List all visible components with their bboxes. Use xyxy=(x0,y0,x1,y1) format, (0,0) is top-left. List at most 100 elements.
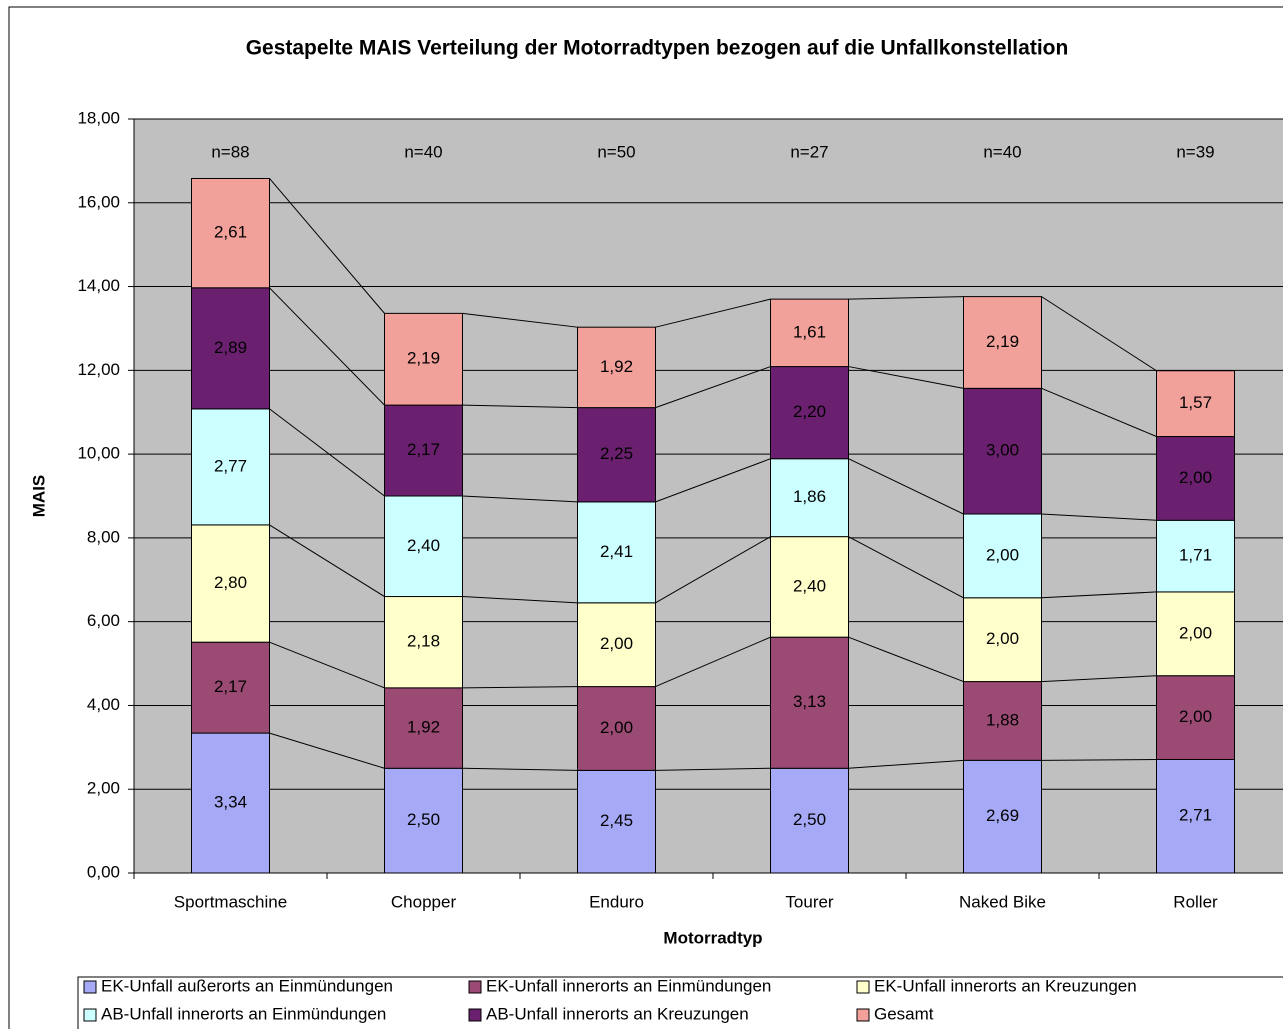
series-line xyxy=(848,636,964,683)
value-label: 1,57 xyxy=(1179,393,1212,412)
series-line xyxy=(462,767,578,771)
bar-segment xyxy=(770,366,849,460)
value-label: 2,00 xyxy=(1179,707,1212,726)
y-tick-label: 10,00 xyxy=(77,444,120,463)
series-line xyxy=(655,298,771,328)
series-line xyxy=(462,686,578,689)
series-line xyxy=(655,366,771,409)
bar-segment xyxy=(384,596,463,689)
legend-swatch xyxy=(468,1008,482,1022)
y-tick-label: 16,00 xyxy=(77,192,120,211)
series-line xyxy=(462,312,578,328)
series-line xyxy=(269,408,385,497)
bar-segment xyxy=(770,636,849,769)
value-label: 2,89 xyxy=(214,338,247,357)
value-label: 2,61 xyxy=(214,223,247,242)
bar-segment xyxy=(1156,675,1235,760)
series-line xyxy=(462,495,578,503)
x-tick-label: Tourer xyxy=(785,892,834,911)
value-label: 1,92 xyxy=(600,357,633,376)
series-line xyxy=(269,178,385,314)
series-line xyxy=(655,636,771,688)
y-tick-label: 0,00 xyxy=(87,862,120,881)
series-line xyxy=(848,536,964,599)
legend-swatch xyxy=(856,1008,870,1022)
value-label: 1,71 xyxy=(1179,546,1212,565)
x-axis-title: Motorradtyp xyxy=(663,928,762,947)
bar-segment xyxy=(191,177,270,289)
legend-label: EK-Unfall innerorts an Einmündungen xyxy=(486,976,771,995)
x-tick-label: Enduro xyxy=(589,892,644,911)
value-label: 2,40 xyxy=(407,536,440,555)
value-label: 2,00 xyxy=(986,545,1019,564)
series-line xyxy=(462,596,578,604)
annotation: n=40 xyxy=(983,142,1021,161)
value-label: 2,00 xyxy=(1179,623,1212,642)
series-line xyxy=(269,641,385,689)
value-label: 2,77 xyxy=(214,456,247,475)
value-label: 1,88 xyxy=(986,710,1019,729)
annotation: n=88 xyxy=(211,142,249,161)
series-line xyxy=(848,458,964,515)
bar-segment xyxy=(577,326,656,409)
bar-segment xyxy=(384,312,463,406)
series-line xyxy=(269,287,385,406)
series-line xyxy=(848,296,964,300)
series-line xyxy=(655,458,771,503)
x-tick-label: Naked Bike xyxy=(959,892,1046,911)
bar-segment xyxy=(963,387,1042,515)
value-label: 3,13 xyxy=(793,692,826,711)
value-label: 2,00 xyxy=(600,718,633,737)
value-label: 1,61 xyxy=(793,322,826,341)
legend-swatch xyxy=(83,980,97,994)
value-label: 3,00 xyxy=(986,441,1019,460)
value-label: 2,69 xyxy=(986,806,1019,825)
bar-segment xyxy=(1156,591,1235,677)
y-tick-label: 6,00 xyxy=(87,611,120,630)
bar-segment xyxy=(191,524,270,643)
value-label: 3,34 xyxy=(214,793,247,812)
value-label: 2,50 xyxy=(407,810,440,829)
series-line xyxy=(848,759,964,769)
series-line xyxy=(1041,387,1157,437)
x-tick-label: Chopper xyxy=(391,892,457,911)
value-label: 2,25 xyxy=(600,444,633,463)
legend-swatch xyxy=(856,980,870,994)
series-line xyxy=(1041,675,1157,683)
bar-segment xyxy=(770,458,849,538)
bar-segment xyxy=(577,602,656,688)
bar-segment xyxy=(963,681,1042,761)
bar-segment xyxy=(191,408,270,526)
annotation: n=27 xyxy=(790,142,828,161)
bar-segment xyxy=(577,501,656,604)
value-label: 2,40 xyxy=(793,576,826,595)
bar-segment xyxy=(1156,370,1235,438)
value-label: 2,45 xyxy=(600,811,633,830)
value-label: 2,00 xyxy=(600,634,633,653)
chart-title: Gestapelte MAIS Verteilung der Motorradt… xyxy=(246,37,1069,60)
bar-segment xyxy=(577,407,656,503)
series-line xyxy=(655,536,771,604)
annotation: n=50 xyxy=(597,142,635,161)
y-axis-title: MAIS xyxy=(29,475,48,518)
value-label: 2,17 xyxy=(407,440,440,459)
value-label: 2,19 xyxy=(407,349,440,368)
bar-segment xyxy=(963,296,1042,389)
legend-swatch xyxy=(83,1008,97,1022)
legend-label: Gesamt xyxy=(874,1004,934,1023)
bar-segment xyxy=(384,404,463,497)
value-label: 2,00 xyxy=(986,629,1019,648)
series-line xyxy=(1041,513,1157,521)
value-label: 2,50 xyxy=(793,810,826,829)
bar-segment xyxy=(770,767,849,874)
x-tick-label: Roller xyxy=(1173,892,1218,911)
y-tick-label: 8,00 xyxy=(87,527,120,546)
annotation: n=39 xyxy=(1176,142,1214,161)
y-tick-label: 2,00 xyxy=(87,779,120,798)
x-tick-label: Sportmaschine xyxy=(174,892,287,911)
legend-swatch xyxy=(468,980,482,994)
annotation: n=40 xyxy=(404,142,442,161)
y-tick-label: 14,00 xyxy=(77,276,120,295)
series-line xyxy=(1041,591,1157,599)
legend-label: EK-Unfall innerorts an Kreuzungen xyxy=(874,976,1137,995)
